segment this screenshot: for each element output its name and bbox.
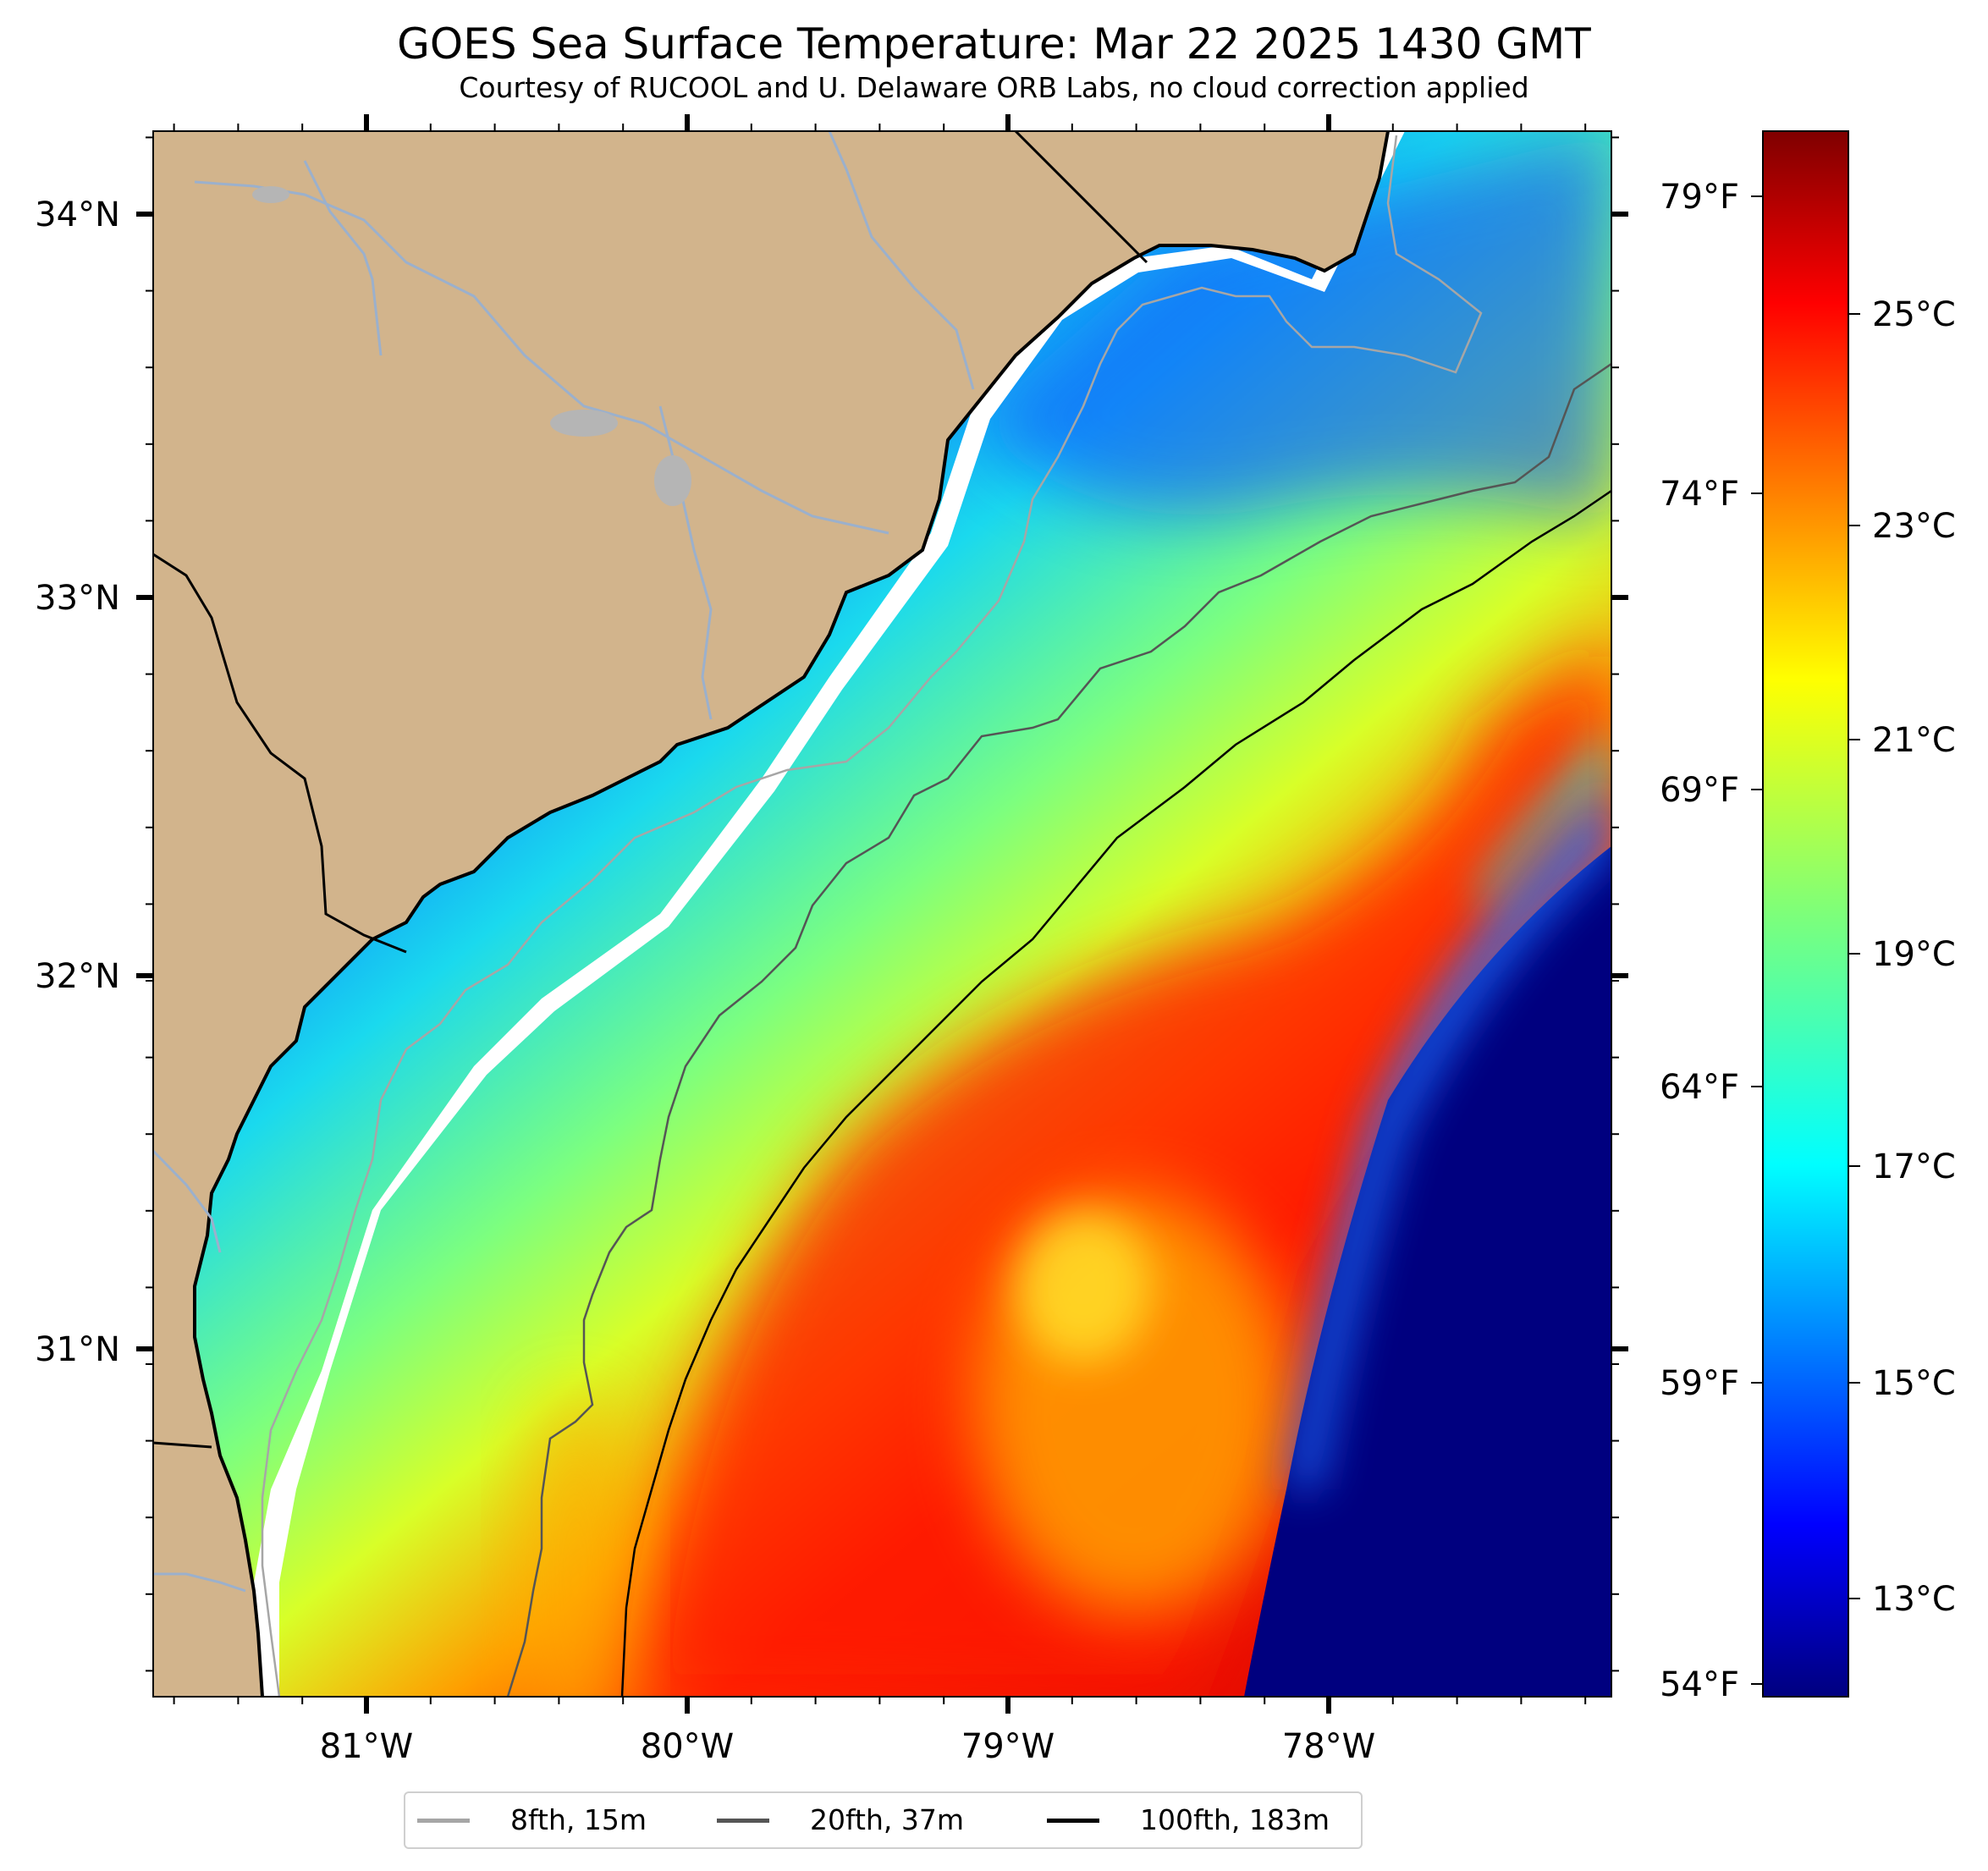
lon-label: 78°W [1282, 1727, 1375, 1766]
map-area [153, 131, 1611, 1697]
legend-swatch [717, 1819, 769, 1823]
lat-label: 32°N [35, 957, 120, 996]
legend-label: 8fth, 15m [510, 1803, 647, 1836]
coastline [193, 131, 1390, 1697]
lake-moultrie [654, 455, 691, 506]
lake-marion [550, 410, 618, 437]
warm-eddy-center [1016, 1210, 1151, 1362]
isobath-20fth [506, 362, 1611, 1697]
fahrenheit-label: 54°F [1660, 1665, 1739, 1704]
state-boundary-nc-sc [1014, 131, 1148, 264]
celsius-label: 19°C [1872, 935, 1956, 974]
map-frame [152, 130, 1612, 1698]
fahrenheit-label: 69°F [1660, 771, 1739, 810]
celsius-label: 21°C [1872, 721, 1956, 760]
river [153, 1149, 222, 1253]
map-subtitle: Courtesy of RUCOOL and U. Delaware ORB L… [459, 71, 1529, 104]
isobath-100fth [620, 489, 1611, 1697]
land-mass [153, 131, 1388, 1697]
fahrenheit-label: 59°F [1660, 1364, 1739, 1403]
lat-label: 33°N [35, 579, 120, 618]
celsius-label: 17°C [1872, 1147, 1956, 1186]
celsius-label: 15°C [1872, 1364, 1956, 1403]
river [194, 180, 889, 535]
map-title: GOES Sea Surface Temperature: Mar 22 202… [397, 19, 1591, 69]
legend-label: 20fth, 37m [810, 1803, 964, 1836]
lon-label: 81°W [320, 1727, 413, 1766]
legend-label: 100fth, 183m [1140, 1803, 1330, 1836]
front-filament [1473, 728, 1611, 905]
isobath-8fth [261, 135, 1483, 1697]
celsius-label: 25°C [1872, 295, 1956, 334]
river [303, 160, 383, 356]
lat-label: 34°N [35, 195, 120, 234]
state-boundary-ga-fl [153, 1441, 212, 1449]
fahrenheit-label: 74°F [1660, 475, 1739, 514]
lon-label: 79°W [961, 1727, 1055, 1766]
map-axis-ticks: 81°W 80°W 79°W 78°W 34°N 33°N 32°N 31°N [35, 114, 1628, 1766]
lon-label: 80°W [641, 1727, 734, 1766]
fahrenheit-label: 79°F [1660, 178, 1739, 217]
celsius-label: 23°C [1872, 507, 1956, 546]
colorbar [1762, 130, 1849, 1698]
lat-label: 31°N [35, 1330, 120, 1369]
gulf-stream-core [643, 643, 1611, 1697]
river [153, 1572, 246, 1593]
reservoir [252, 186, 289, 203]
cold-offshore-water [1244, 846, 1611, 1697]
legend-swatch [417, 1819, 470, 1823]
cold-front-edge [1286, 779, 1611, 1489]
state-boundary-sc-ga [153, 553, 407, 954]
fahrenheit-label: 64°F [1660, 1068, 1739, 1107]
isobath-legend: 8fth, 15m 20fth, 37m 100fth, 183m [404, 1791, 1363, 1849]
colorbar-ticks: 25°C 23°C 21°C 19°C 17°C 15°C 13°C 79°F 74°F 69°F… [1660, 178, 1956, 1704]
river [828, 131, 975, 390]
celsius-label: 13°C [1872, 1580, 1956, 1619]
legend-swatch [1047, 1819, 1099, 1823]
